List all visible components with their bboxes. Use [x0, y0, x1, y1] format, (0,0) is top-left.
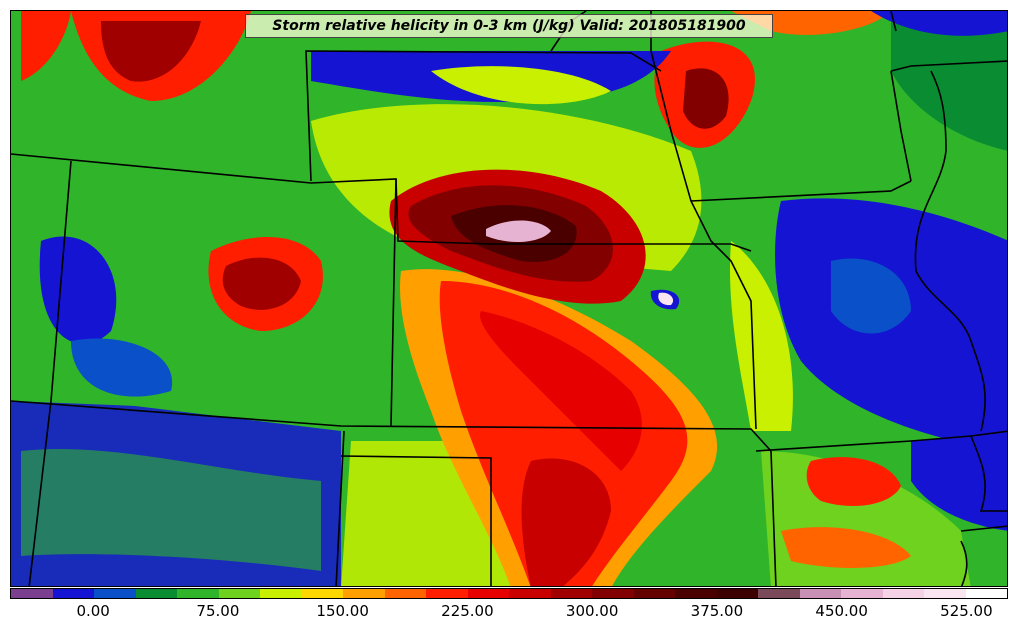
- colorbar-swatch: [882, 589, 924, 598]
- colorbar-swatch: [94, 589, 136, 598]
- border-line: [914, 70, 986, 432]
- colorbar-swatch: [301, 589, 343, 598]
- border-line: [390, 178, 397, 427]
- border-line: [28, 160, 72, 586]
- colorbar-swatch: [799, 589, 841, 598]
- map-title: Storm relative helicity in 0-3 km (J/kg)…: [245, 14, 773, 38]
- green-region-northeast: [891, 11, 1007, 151]
- border-line: [770, 450, 777, 586]
- border-line: [335, 430, 345, 586]
- colorbar-tick-label: 75.00: [196, 602, 240, 620]
- colorbar-swatch: [841, 589, 883, 598]
- red-region-southeast: [806, 457, 901, 506]
- border-line: [755, 430, 1007, 452]
- colorbar-swatch: [384, 589, 426, 598]
- colorbar-tick-label: 150.00: [316, 602, 369, 620]
- colorbar-swatch: [135, 589, 177, 598]
- colorbar-swatch: [177, 589, 219, 598]
- border-line: [890, 60, 1007, 72]
- colorbar-swatch: [965, 589, 1007, 598]
- border-line: [970, 435, 1007, 512]
- blue-patches-west: [39, 236, 117, 344]
- map-panel: [10, 10, 1008, 587]
- pink-maximum: [486, 220, 551, 243]
- border-line: [960, 525, 1007, 532]
- red-plume: [439, 281, 688, 586]
- colorbar-swatch: [52, 589, 94, 598]
- border-line: [890, 11, 897, 32]
- border-line: [650, 50, 757, 430]
- colorbar-swatch: [467, 589, 509, 598]
- colorbar-swatch: [426, 589, 468, 598]
- colorbar-swatch: [633, 589, 675, 598]
- border-line: [305, 50, 662, 182]
- helicity-map: [11, 11, 1007, 586]
- border-line: [690, 180, 912, 202]
- colorbar: [10, 588, 1008, 599]
- colorbar-tick-label: 225.00: [441, 602, 494, 620]
- colorbar-swatch: [758, 589, 800, 598]
- border-line: [960, 540, 968, 586]
- border-line: [890, 70, 912, 182]
- colorbar-swatch: [592, 589, 634, 598]
- colorbar-tick-label: 375.00: [690, 602, 744, 620]
- map-title-text: Storm relative helicity in 0-3 km (J/kg)…: [272, 18, 746, 34]
- border-line: [11, 153, 752, 252]
- colorbar-swatch: [343, 589, 385, 598]
- colorbar-swatch: [550, 589, 592, 598]
- border-line: [11, 400, 772, 452]
- colorbar-swatch: [924, 589, 966, 598]
- colorbar-swatch: [509, 589, 551, 598]
- colorbar-swatch: [218, 589, 260, 598]
- colorbar-swatch: [675, 589, 717, 598]
- colorbar-swatch: [260, 589, 302, 598]
- colorbar-tick-label: 450.00: [815, 602, 868, 620]
- colorbar-labels: 0.00 75.00 150.00 225.00 300.00 375.00 450.00 5…: [10, 602, 1008, 622]
- colorbar-tick-label: 300.00: [565, 602, 619, 620]
- border-line: [340, 455, 492, 586]
- colorbar-tick-label: 0.00: [76, 602, 110, 620]
- colorbar-tick-label: 525.00: [940, 602, 993, 620]
- colorbar-swatch: [11, 589, 53, 598]
- colorbar-swatch: [716, 589, 758, 598]
